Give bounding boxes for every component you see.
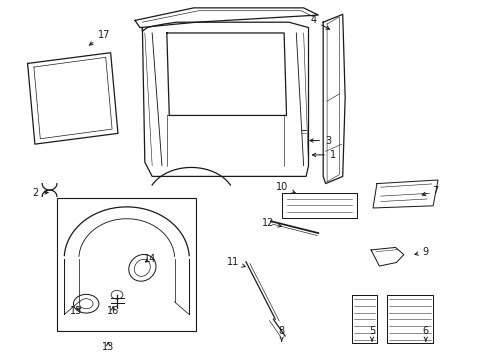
Text: 16: 16 xyxy=(107,306,119,316)
Text: 5: 5 xyxy=(369,325,375,341)
Text: 17: 17 xyxy=(89,30,110,45)
Text: 3: 3 xyxy=(310,136,331,145)
Text: 12: 12 xyxy=(262,218,281,228)
Text: 7: 7 xyxy=(422,186,439,196)
Text: 9: 9 xyxy=(415,247,429,257)
Text: 10: 10 xyxy=(275,182,295,193)
Text: 15: 15 xyxy=(70,306,83,316)
Text: 6: 6 xyxy=(423,325,429,341)
Text: 14: 14 xyxy=(144,254,156,264)
Text: 8: 8 xyxy=(279,325,285,341)
Text: 2: 2 xyxy=(33,188,48,198)
Text: 13: 13 xyxy=(102,342,114,352)
Text: 1: 1 xyxy=(313,150,336,160)
Text: 4: 4 xyxy=(310,15,330,29)
Text: 11: 11 xyxy=(227,257,245,267)
